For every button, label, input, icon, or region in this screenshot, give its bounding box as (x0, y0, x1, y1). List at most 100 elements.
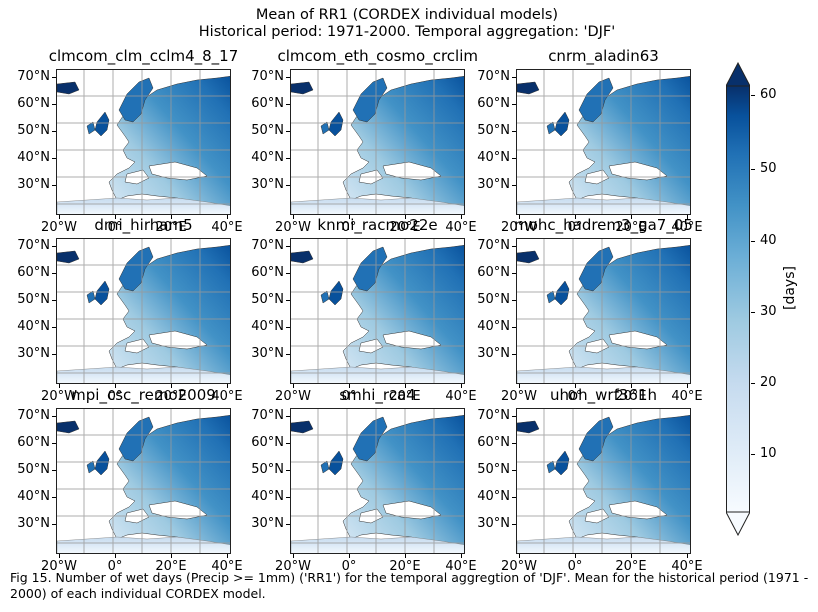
latitude-tick-mark (286, 524, 290, 525)
latitude-tick-mark (52, 416, 56, 417)
longitude-tick-label: 20°W (275, 389, 311, 404)
longitude-tick-mark (115, 554, 116, 558)
longitude-tick-label: 0° (341, 220, 357, 235)
latitude-tick-label: 50°N (17, 462, 50, 477)
longitude-tick-mark (171, 384, 172, 388)
latitude-tick-label: 40°N (251, 150, 284, 165)
latitude-tick-label: 70°N (477, 69, 510, 84)
latitude-tick-mark (512, 524, 516, 525)
longitude-tick-label: 0° (107, 220, 123, 235)
latitude-tick-mark (286, 497, 290, 498)
latitude-tick-mark (512, 416, 516, 417)
latitude-tick-label: 70°N (251, 69, 284, 84)
longitude-tick-mark (349, 384, 350, 388)
latitude-tick-mark (512, 131, 516, 132)
latitude-tick-label: 50°N (251, 292, 284, 307)
latitude-tick-label: 60°N (17, 265, 50, 280)
longitude-tick-label: 20°E (615, 220, 647, 235)
panel-title: clmcom_clm_cclm4_8_17 (48, 47, 239, 65)
longitude-tick-mark (575, 384, 576, 388)
latitude-tick-mark (52, 185, 56, 186)
latitude-tick-mark (52, 158, 56, 159)
latitude-tick-label: 60°N (477, 435, 510, 450)
latitude-tick-mark (286, 273, 290, 274)
latitude-tick-mark (512, 246, 516, 247)
colorbar-tick-mark (751, 169, 755, 170)
longitude-tick-mark (687, 384, 688, 388)
map-panel (56, 238, 231, 384)
panel-title: dmi_hirham5 (94, 216, 193, 234)
latitude-tick-label: 50°N (17, 123, 50, 138)
longitude-tick-mark (59, 215, 60, 219)
latitude-tick-mark (286, 416, 290, 417)
latitude-tick-label: 30°N (17, 516, 50, 531)
latitude-tick-label: 30°N (17, 346, 50, 361)
latitude-tick-mark (52, 470, 56, 471)
panel-title: clmcom_eth_cosmo_crclim (277, 47, 479, 65)
longitude-tick-mark (631, 384, 632, 388)
latitude-tick-label: 70°N (477, 238, 510, 253)
longitude-tick-mark (293, 215, 294, 219)
latitude-tick-mark (52, 131, 56, 132)
longitude-tick-label: 40°E (211, 389, 243, 404)
latitude-tick-label: 40°N (17, 489, 50, 504)
latitude-tick-label: 30°N (17, 177, 50, 192)
latitude-tick-mark (286, 246, 290, 247)
latitude-tick-mark (286, 327, 290, 328)
latitude-tick-mark (52, 246, 56, 247)
colorbar-tick-label: 60 (760, 87, 777, 102)
latitude-tick-label: 60°N (477, 96, 510, 111)
latitude-tick-mark (512, 185, 516, 186)
longitude-tick-label: 0° (107, 559, 123, 574)
longitude-tick-label: 20°W (41, 220, 77, 235)
latitude-tick-label: 70°N (17, 408, 50, 423)
colorbar-tick-mark (751, 383, 755, 384)
longitude-tick-label: 20°E (389, 389, 421, 404)
latitude-tick-mark (512, 327, 516, 328)
latitude-tick-mark (286, 354, 290, 355)
latitude-tick-label: 50°N (477, 123, 510, 138)
longitude-tick-label: 0° (567, 389, 583, 404)
latitude-tick-label: 40°N (17, 319, 50, 334)
longitude-tick-label: 0° (341, 389, 357, 404)
map-panel (56, 69, 231, 215)
latitude-tick-mark (52, 273, 56, 274)
panel-title: mpi_csc_remo2009 (71, 386, 216, 404)
longitude-tick-mark (519, 554, 520, 558)
longitude-tick-mark (519, 215, 520, 219)
latitude-tick-mark (52, 104, 56, 105)
longitude-tick-mark (575, 554, 576, 558)
latitude-tick-label: 60°N (251, 96, 284, 111)
colorbar-extend-top (726, 62, 750, 87)
longitude-tick-mark (631, 215, 632, 219)
panel-title: mohc_hadrem3_ga7_05 (514, 216, 693, 234)
longitude-tick-mark (405, 215, 406, 219)
longitude-tick-mark (293, 384, 294, 388)
longitude-tick-label: 20°E (155, 559, 187, 574)
longitude-tick-label: 20°W (275, 220, 311, 235)
longitude-tick-mark (687, 554, 688, 558)
colorbar-tick-label: 20 (760, 375, 777, 390)
longitude-tick-label: 0° (341, 559, 357, 574)
latitude-tick-label: 50°N (477, 292, 510, 307)
longitude-tick-label: 40°E (211, 220, 243, 235)
longitude-tick-label: 40°E (445, 559, 477, 574)
longitude-tick-mark (575, 215, 576, 219)
latitude-tick-label: 50°N (251, 123, 284, 138)
latitude-tick-mark (512, 443, 516, 444)
latitude-tick-mark (52, 443, 56, 444)
longitude-tick-label: 20°W (275, 559, 311, 574)
latitude-tick-mark (286, 185, 290, 186)
longitude-tick-label: 20°W (41, 389, 77, 404)
panel-title: smhi_rca4 (339, 386, 416, 404)
latitude-tick-label: 70°N (477, 408, 510, 423)
figure-title-line-1: Mean of RR1 (CORDEX individual models) (255, 7, 559, 23)
longitude-tick-label: 20°E (615, 389, 647, 404)
longitude-tick-mark (349, 215, 350, 219)
longitude-tick-mark (115, 384, 116, 388)
latitude-tick-label: 30°N (251, 177, 284, 192)
latitude-tick-mark (286, 470, 290, 471)
longitude-tick-mark (227, 554, 228, 558)
latitude-tick-mark (512, 273, 516, 274)
longitude-tick-label: 20°E (615, 559, 647, 574)
